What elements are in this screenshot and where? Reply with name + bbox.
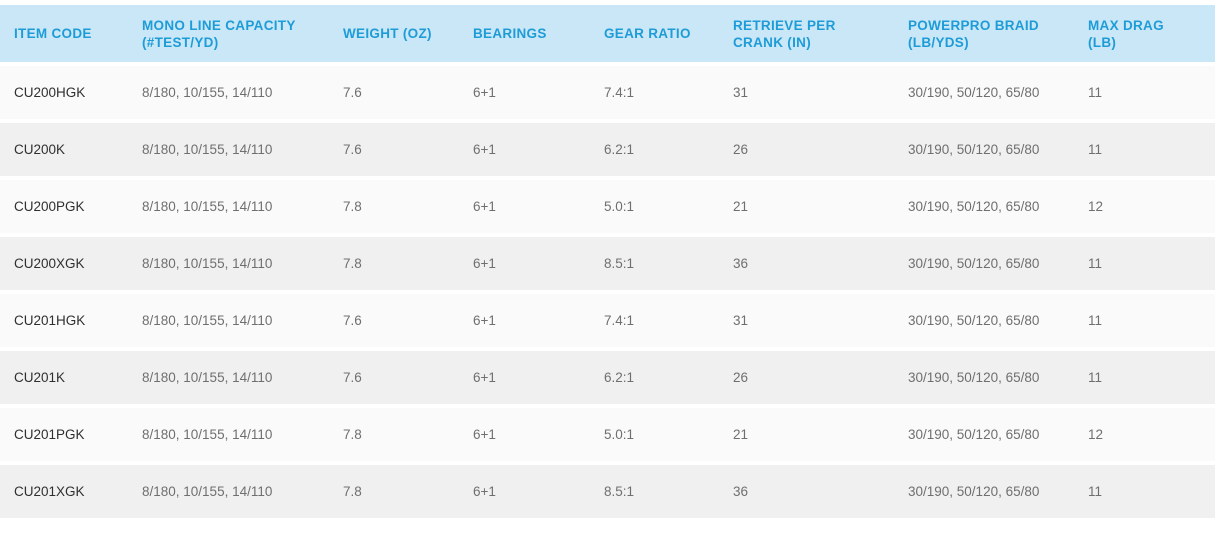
cell-mono_line: 8/180, 10/155, 14/110 bbox=[128, 237, 329, 290]
cell-item_code: CU201PGK bbox=[0, 408, 128, 461]
table-header: ITEM CODE MONO LINE CAPACITY (#TEST/YD) … bbox=[0, 5, 1215, 62]
cell-braid: 30/190, 50/120, 65/80 bbox=[894, 123, 1074, 176]
col-header-item-code-label: ITEM CODE bbox=[14, 26, 92, 41]
cell-max_drag: 11 bbox=[1074, 66, 1215, 119]
cell-max_drag: 11 bbox=[1074, 123, 1215, 176]
table-row: CU201HGK 8/180, 10/155, 14/110 7.6 6+1 7.4:1… bbox=[0, 294, 1215, 347]
cell-gear_ratio: 8.5:1 bbox=[590, 465, 719, 518]
cell-braid: 30/190, 50/120, 65/80 bbox=[894, 66, 1074, 119]
cell-braid: 30/190, 50/120, 65/80 bbox=[894, 237, 1074, 290]
col-header-max-drag-label: MAX DRAG (LB) bbox=[1088, 17, 1164, 50]
cell-mono_line: 8/180, 10/155, 14/110 bbox=[128, 465, 329, 518]
cell-item_code: CU201K bbox=[0, 351, 128, 404]
col-header-item-code: ITEM CODE bbox=[0, 5, 128, 62]
cell-weight: 7.6 bbox=[329, 123, 459, 176]
cell-mono_line: 8/180, 10/155, 14/110 bbox=[128, 294, 329, 347]
table-row: CU201PGK 8/180, 10/155, 14/110 7.8 6+1 5.0:1… bbox=[0, 408, 1215, 461]
cell-braid: 30/190, 50/120, 65/80 bbox=[894, 465, 1074, 518]
cell-gear_ratio: 8.5:1 bbox=[590, 237, 719, 290]
cell-item_code: CU201XGK bbox=[0, 465, 128, 518]
cell-weight: 7.6 bbox=[329, 351, 459, 404]
col-header-weight: WEIGHT (OZ) bbox=[329, 5, 459, 62]
table-row: CU200K 8/180, 10/155, 14/110 7.6 6+1 6.2:1 26… bbox=[0, 123, 1215, 176]
cell-bearings: 6+1 bbox=[459, 123, 590, 176]
cell-item_code: CU201HGK bbox=[0, 294, 128, 347]
col-header-bearings-label: BEARINGS bbox=[473, 26, 547, 41]
cell-item_code: CU200K bbox=[0, 123, 128, 176]
col-header-gear-ratio: GEAR RATIO bbox=[590, 5, 719, 62]
cell-weight: 7.8 bbox=[329, 465, 459, 518]
cell-weight: 7.6 bbox=[329, 294, 459, 347]
col-header-retrieve-per-crank-label: RETRIEVE PER CRANK (IN) bbox=[733, 17, 836, 50]
cell-retrieve: 26 bbox=[719, 123, 894, 176]
cell-mono_line: 8/180, 10/155, 14/110 bbox=[128, 180, 329, 233]
cell-bearings: 6+1 bbox=[459, 237, 590, 290]
cell-gear_ratio: 5.0:1 bbox=[590, 408, 719, 461]
cell-item_code: CU200PGK bbox=[0, 180, 128, 233]
cell-weight: 7.8 bbox=[329, 237, 459, 290]
cell-retrieve: 31 bbox=[719, 66, 894, 119]
cell-mono_line: 8/180, 10/155, 14/110 bbox=[128, 408, 329, 461]
header-row: ITEM CODE MONO LINE CAPACITY (#TEST/YD) … bbox=[0, 5, 1215, 62]
cell-weight: 7.6 bbox=[329, 66, 459, 119]
col-header-gear-ratio-label: GEAR RATIO bbox=[604, 26, 691, 41]
cell-retrieve: 36 bbox=[719, 465, 894, 518]
cell-max_drag: 11 bbox=[1074, 465, 1215, 518]
cell-item_code: CU200HGK bbox=[0, 66, 128, 119]
cell-weight: 7.8 bbox=[329, 180, 459, 233]
cell-max_drag: 12 bbox=[1074, 408, 1215, 461]
spec-table: ITEM CODE MONO LINE CAPACITY (#TEST/YD) … bbox=[0, 1, 1215, 522]
table-row: CU200HGK 8/180, 10/155, 14/110 7.6 6+1 7.4:1… bbox=[0, 66, 1215, 119]
cell-bearings: 6+1 bbox=[459, 408, 590, 461]
table-row: CU200PGK 8/180, 10/155, 14/110 7.8 6+1 5.0:1… bbox=[0, 180, 1215, 233]
table-body: CU200HGK 8/180, 10/155, 14/110 7.6 6+1 7.4:1… bbox=[0, 66, 1215, 518]
cell-gear_ratio: 7.4:1 bbox=[590, 66, 719, 119]
cell-max_drag: 12 bbox=[1074, 180, 1215, 233]
table-row: CU200XGK 8/180, 10/155, 14/110 7.8 6+1 8.5:1… bbox=[0, 237, 1215, 290]
table-row: CU201K 8/180, 10/155, 14/110 7.6 6+1 6.2:1 26… bbox=[0, 351, 1215, 404]
col-header-powerpro-braid-label: POWERPRO BRAID (LB/YDS) bbox=[908, 17, 1039, 50]
cell-gear_ratio: 6.2:1 bbox=[590, 123, 719, 176]
cell-weight: 7.8 bbox=[329, 408, 459, 461]
cell-bearings: 6+1 bbox=[459, 351, 590, 404]
col-header-bearings: BEARINGS bbox=[459, 5, 590, 62]
cell-bearings: 6+1 bbox=[459, 465, 590, 518]
cell-bearings: 6+1 bbox=[459, 66, 590, 119]
cell-item_code: CU200XGK bbox=[0, 237, 128, 290]
cell-retrieve: 21 bbox=[719, 180, 894, 233]
col-header-weight-label: WEIGHT (OZ) bbox=[343, 26, 432, 41]
cell-retrieve: 21 bbox=[719, 408, 894, 461]
col-header-powerpro-braid: POWERPRO BRAID (LB/YDS) bbox=[894, 5, 1074, 62]
cell-retrieve: 36 bbox=[719, 237, 894, 290]
cell-gear_ratio: 7.4:1 bbox=[590, 294, 719, 347]
table-row: CU201XGK 8/180, 10/155, 14/110 7.8 6+1 8.5:1… bbox=[0, 465, 1215, 518]
cell-mono_line: 8/180, 10/155, 14/110 bbox=[128, 351, 329, 404]
cell-mono_line: 8/180, 10/155, 14/110 bbox=[128, 66, 329, 119]
cell-max_drag: 11 bbox=[1074, 237, 1215, 290]
cell-retrieve: 31 bbox=[719, 294, 894, 347]
cell-braid: 30/190, 50/120, 65/80 bbox=[894, 180, 1074, 233]
cell-retrieve: 26 bbox=[719, 351, 894, 404]
col-header-retrieve-per-crank: RETRIEVE PER CRANK (IN) bbox=[719, 5, 894, 62]
col-header-mono-line-capacity-label: MONO LINE CAPACITY (#TEST/YD) bbox=[142, 17, 296, 50]
cell-max_drag: 11 bbox=[1074, 351, 1215, 404]
col-header-max-drag: MAX DRAG (LB) bbox=[1074, 5, 1215, 62]
cell-bearings: 6+1 bbox=[459, 294, 590, 347]
cell-mono_line: 8/180, 10/155, 14/110 bbox=[128, 123, 329, 176]
cell-max_drag: 11 bbox=[1074, 294, 1215, 347]
cell-gear_ratio: 5.0:1 bbox=[590, 180, 719, 233]
col-header-mono-line-capacity: MONO LINE CAPACITY (#TEST/YD) bbox=[128, 5, 329, 62]
cell-gear_ratio: 6.2:1 bbox=[590, 351, 719, 404]
cell-braid: 30/190, 50/120, 65/80 bbox=[894, 408, 1074, 461]
cell-braid: 30/190, 50/120, 65/80 bbox=[894, 351, 1074, 404]
cell-bearings: 6+1 bbox=[459, 180, 590, 233]
cell-braid: 30/190, 50/120, 65/80 bbox=[894, 294, 1074, 347]
